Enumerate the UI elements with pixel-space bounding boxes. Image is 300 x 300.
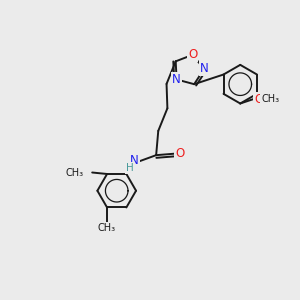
Text: H: H [126,163,134,173]
Text: CH₃: CH₃ [261,94,279,104]
Text: CH₃: CH₃ [66,167,84,178]
Text: O: O [188,48,197,61]
Text: N: N [130,154,139,167]
Text: N: N [172,73,181,86]
Text: CH₃: CH₃ [98,223,116,233]
Text: O: O [254,92,264,106]
Text: N: N [200,62,208,75]
Text: O: O [175,147,184,160]
